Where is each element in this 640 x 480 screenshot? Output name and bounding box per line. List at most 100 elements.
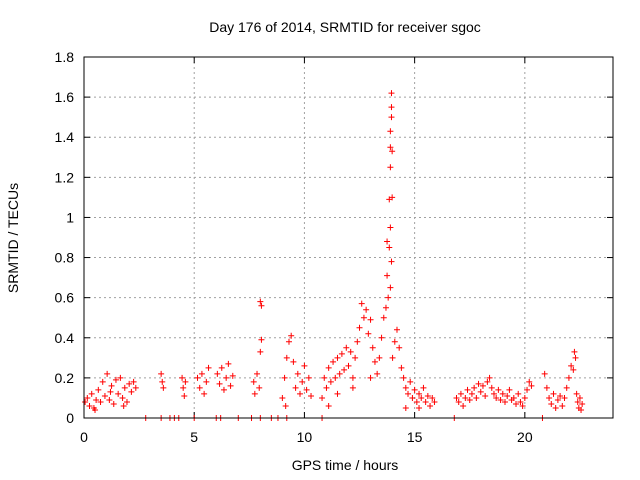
x-tick-labels: 0 5 10 15 20 xyxy=(80,429,533,445)
y-tick-label: 0.8 xyxy=(55,250,75,266)
data-point xyxy=(325,402,332,409)
data-point xyxy=(132,384,139,391)
data-point xyxy=(347,348,354,355)
data-point xyxy=(565,374,572,381)
data-point xyxy=(181,392,188,399)
data-point xyxy=(453,394,460,401)
y-tick-label: 0.2 xyxy=(55,370,75,386)
data-point xyxy=(431,398,438,405)
data-point xyxy=(484,378,491,385)
data-point xyxy=(388,90,395,97)
data-point xyxy=(214,370,221,377)
data-point xyxy=(488,384,495,391)
data-point xyxy=(110,400,117,407)
data-point xyxy=(203,378,210,385)
data-point xyxy=(321,374,328,381)
data-point xyxy=(462,394,469,401)
data-point xyxy=(95,386,102,393)
data-point xyxy=(524,386,531,393)
data-point xyxy=(578,406,585,413)
data-point xyxy=(388,258,395,265)
data-point xyxy=(305,374,312,381)
data-point xyxy=(486,374,493,381)
data-point xyxy=(180,384,187,391)
data-point xyxy=(341,366,348,373)
data-point xyxy=(325,364,332,371)
data-point xyxy=(334,390,341,397)
data-point xyxy=(389,354,396,361)
data-point xyxy=(376,354,383,361)
data-point xyxy=(343,344,350,351)
data-point xyxy=(104,370,111,377)
data-point xyxy=(576,394,583,401)
data-point xyxy=(294,370,301,377)
data-point xyxy=(382,304,389,311)
data-point xyxy=(422,398,429,405)
data-point xyxy=(220,386,227,393)
data-point xyxy=(460,402,467,409)
data-point xyxy=(365,330,372,337)
data-point xyxy=(402,404,409,411)
data-point xyxy=(541,370,548,377)
data-point xyxy=(332,374,339,381)
data-point xyxy=(457,390,464,397)
data-point xyxy=(374,370,381,377)
data-point xyxy=(559,402,566,409)
data-point xyxy=(82,398,89,405)
chart-title: Day 176 of 2014, SRMTID for receiver sgo… xyxy=(209,19,481,35)
x-tick-label: 10 xyxy=(297,429,313,445)
data-point xyxy=(130,378,137,385)
data-point xyxy=(323,384,330,391)
y-tick-label: 1.8 xyxy=(55,49,75,65)
data-point xyxy=(126,380,133,387)
data-point xyxy=(513,400,520,407)
data-point xyxy=(477,388,484,395)
data-point xyxy=(568,362,575,369)
data-point xyxy=(573,390,580,397)
data-point xyxy=(574,398,581,405)
data-point xyxy=(128,388,135,395)
data-point xyxy=(495,386,502,393)
data-point xyxy=(292,384,299,391)
data-point xyxy=(464,386,471,393)
data-point xyxy=(327,378,334,385)
data-point xyxy=(121,384,128,391)
data-point xyxy=(387,144,394,151)
data-point xyxy=(543,384,550,391)
data-point xyxy=(345,362,352,369)
data-point xyxy=(475,380,482,387)
data-point xyxy=(256,384,263,391)
data-point xyxy=(182,378,189,385)
data-point xyxy=(303,386,310,393)
data-point xyxy=(216,380,223,387)
data-point xyxy=(160,384,167,391)
data-point xyxy=(554,396,561,403)
data-point xyxy=(112,376,119,383)
x-tick-label: 5 xyxy=(190,429,198,445)
data-point xyxy=(257,348,264,355)
data-point xyxy=(107,388,114,395)
data-point xyxy=(84,394,91,401)
data-point xyxy=(387,284,394,291)
y-tick-labels: 0 0.2 0.4 0.6 0.8 1 1.2 1.4 1.6 1.8 xyxy=(55,49,75,426)
y-axis-label: SRMTID / TECUs xyxy=(5,183,21,293)
data-point xyxy=(490,390,497,397)
data-point xyxy=(330,358,337,365)
data-point xyxy=(218,364,225,371)
data-point xyxy=(501,398,508,405)
data-point xyxy=(420,384,427,391)
data-point xyxy=(550,390,557,397)
data-point xyxy=(251,390,258,397)
data-point xyxy=(93,396,100,403)
data-point xyxy=(92,406,99,413)
y-tick-label: 0.6 xyxy=(55,290,75,306)
data-point xyxy=(396,344,403,351)
data-point xyxy=(158,370,165,377)
plot-frame xyxy=(83,56,614,419)
data-point xyxy=(371,358,378,365)
data-point xyxy=(354,338,361,345)
data-point xyxy=(418,394,425,401)
data-point xyxy=(119,394,126,401)
data-point xyxy=(227,382,234,389)
